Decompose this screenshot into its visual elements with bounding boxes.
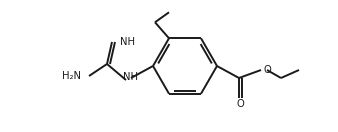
Text: O: O — [236, 99, 244, 109]
Text: NH: NH — [120, 37, 135, 47]
Text: H₂N: H₂N — [62, 71, 81, 81]
Text: O: O — [264, 65, 272, 75]
Text: NH: NH — [122, 72, 138, 82]
